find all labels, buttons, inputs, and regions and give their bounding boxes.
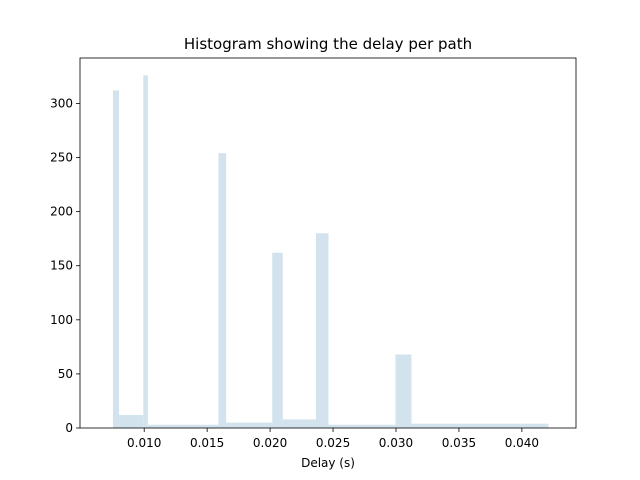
x-tick-label: 0.035: [442, 436, 476, 450]
plot-area-frame: [79, 57, 577, 429]
y-tick-label: 250: [50, 151, 73, 165]
histogram-bar: [119, 415, 144, 428]
x-tick-label: 0.040: [505, 436, 539, 450]
y-tick-label: 50: [58, 367, 73, 381]
y-tick-label: 200: [50, 205, 73, 219]
y-tick-label: 100: [50, 313, 73, 327]
y-tick-label: 300: [50, 96, 73, 110]
histogram-bar: [411, 423, 549, 428]
chart-title: Histogram showing the delay per path: [184, 35, 472, 53]
histogram-bar: [147, 424, 219, 428]
histogram-bar: [315, 233, 329, 428]
histogram-bar: [143, 75, 148, 428]
histogram-bar: [112, 90, 120, 429]
y-tick-label: 0: [65, 421, 73, 435]
y-axis-ticks: 0 50 100 150 200 250 300: [50, 96, 80, 435]
y-tick-label: 150: [50, 259, 73, 273]
x-tick-label: 0.025: [316, 436, 350, 450]
histogram-bar: [395, 354, 412, 428]
x-tick-label: 0.030: [379, 436, 413, 450]
x-tick-label: 0.010: [127, 436, 161, 450]
histogram-bar: [226, 422, 273, 428]
x-tick-label: 0.020: [253, 436, 287, 450]
x-axis-ticks: 0.010 0.015 0.020 0.025 0.030 0.035 0.040: [127, 428, 539, 450]
histogram-bar: [272, 252, 283, 428]
histogram-bars: [112, 75, 549, 429]
histogram-bar: [282, 419, 316, 428]
x-tick-label: 0.015: [190, 436, 224, 450]
histogram-bar: [328, 424, 396, 428]
x-axis-label: Delay (s): [301, 456, 355, 470]
histogram-bar: [218, 153, 227, 428]
